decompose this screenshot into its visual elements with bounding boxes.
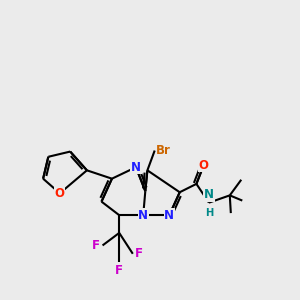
Text: N: N — [204, 188, 214, 201]
Text: Br: Br — [156, 144, 171, 157]
Text: N: N — [164, 209, 174, 222]
Text: N: N — [138, 209, 148, 222]
Text: F: F — [115, 265, 123, 278]
Text: F: F — [135, 247, 143, 260]
Text: N: N — [131, 161, 141, 174]
Text: F: F — [92, 239, 100, 252]
Text: H: H — [205, 208, 213, 218]
Text: O: O — [55, 187, 65, 200]
Text: O: O — [199, 159, 209, 172]
